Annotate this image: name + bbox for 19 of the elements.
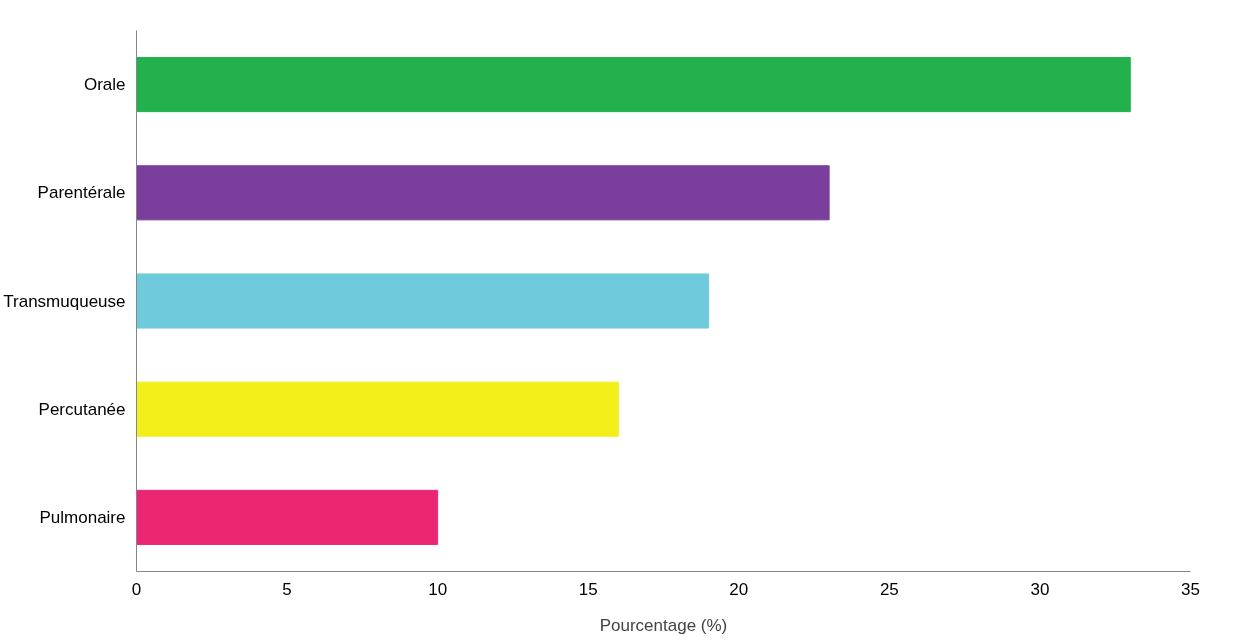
x-tick-label: 15 [578,579,598,599]
y-tick-label: Pulmonaire [39,507,126,527]
bar [136,381,619,437]
bar [136,273,710,329]
x-tick-label: 20 [729,579,749,599]
x-tick-label: 10 [428,579,448,599]
x-tick-label: 25 [879,579,899,599]
bar [136,165,830,221]
x-tick-label: 5 [282,579,292,599]
x-tick-label: 30 [1030,579,1050,599]
bar [136,489,439,545]
bar [136,57,1131,113]
x-tick-label: 0 [131,579,142,599]
y-tick-label: Transmuqueuse [3,291,126,311]
y-tick-label: Percutanée [38,399,126,419]
x-tick-label: 35 [1181,579,1200,599]
x-axis-title: Pourcentage (%) [599,615,728,635]
y-tick-label: Orale [83,75,126,95]
y-tick-label: Parentérale [37,183,126,203]
